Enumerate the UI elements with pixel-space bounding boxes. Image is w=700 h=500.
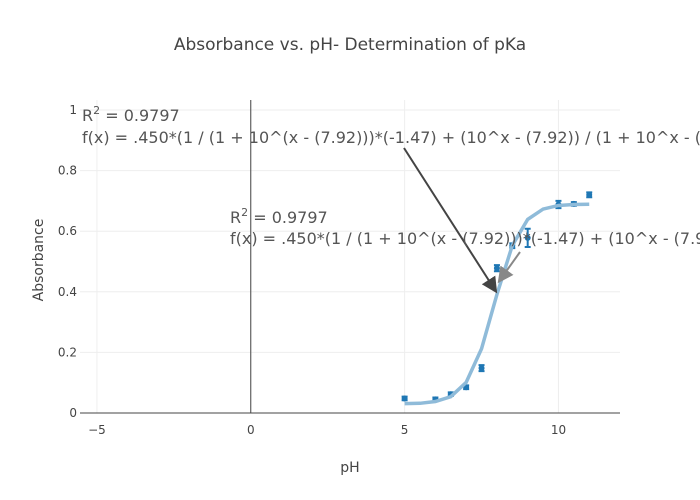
annotation-arrow bbox=[403, 147, 498, 294]
annotation-formula: f(x) = .450*(1 / (1 + 10^(x - (7.92)))*(… bbox=[230, 229, 700, 248]
annotation-rest: = 0.9797 bbox=[248, 208, 328, 227]
grid: 0 0.2 0.4 0.6 0.8 1 −5 0 5 10 bbox=[58, 100, 620, 437]
annotation-r2: R2 = 0.9797 bbox=[82, 104, 180, 125]
data-point bbox=[586, 191, 593, 198]
annotation-sup: 2 bbox=[241, 206, 248, 219]
x-tick-label: 5 bbox=[401, 423, 409, 437]
annotation-formula: f(x) = .450*(1 / (1 + 10^(x - (7.92)))*(… bbox=[82, 128, 700, 147]
annotation-r2: R2 = 0.9797 bbox=[230, 206, 328, 227]
x-tick-label: 10 bbox=[551, 423, 566, 437]
y-tick-label: 0.4 bbox=[58, 285, 77, 299]
data-point bbox=[401, 395, 408, 402]
data-point bbox=[478, 365, 485, 372]
annotation-sup: 2 bbox=[93, 104, 100, 117]
annotation-rest: = 0.9797 bbox=[100, 106, 180, 125]
x-tick-label: 0 bbox=[247, 423, 255, 437]
data-point bbox=[524, 234, 531, 241]
data-point bbox=[493, 265, 500, 272]
y-tick-label: 0.8 bbox=[58, 164, 77, 178]
annotation-r: R bbox=[230, 208, 241, 227]
y-tick-label: 0.6 bbox=[58, 224, 77, 238]
annotation-arrow bbox=[497, 251, 521, 284]
x-axis-label: pH bbox=[340, 460, 359, 476]
plot-area bbox=[401, 191, 593, 406]
x-tick-label: −5 bbox=[88, 423, 106, 437]
y-tick-label: 1 bbox=[69, 103, 77, 117]
chart-title: Absorbance vs. pH- Determination of pKa bbox=[174, 35, 526, 55]
y-tick-label: 0 bbox=[69, 406, 77, 420]
y-axis-label: Absorbance bbox=[31, 219, 47, 302]
fit-line bbox=[404, 202, 590, 406]
y-tick-label: 0.2 bbox=[58, 345, 77, 359]
annotation-r: R bbox=[82, 106, 93, 125]
